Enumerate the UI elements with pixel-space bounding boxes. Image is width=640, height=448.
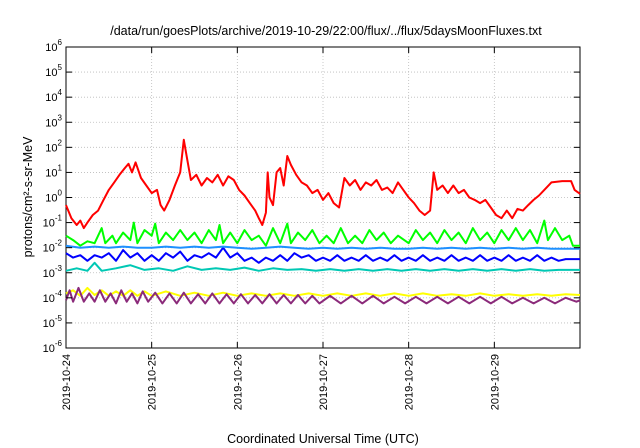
y-tick-label: 10-3 — [43, 264, 63, 280]
series-line — [65, 246, 580, 264]
series-line — [65, 286, 581, 305]
series-line — [65, 286, 581, 297]
y-axis-label: protons/cm²-s-sr-MeV — [21, 136, 35, 258]
y-tick-label: 102 — [45, 138, 62, 154]
y-tick-label: 10-1 — [43, 214, 63, 230]
y-tick-label: 10-5 — [43, 314, 63, 330]
y-tick-label: 10-2 — [43, 239, 63, 255]
x-axis-label: Coordinated Universal Time (UTC) — [227, 432, 419, 446]
y-tick-label: 105 — [45, 63, 62, 79]
y-tick-label: 103 — [45, 113, 62, 129]
x-tick-label: 2019-10-29 — [489, 354, 501, 410]
y-tick-label: 101 — [45, 163, 62, 179]
x-tick-label: 2019-10-24 — [61, 354, 73, 410]
series-line — [65, 244, 580, 250]
x-axis-ticks: 2019-10-24 2019-10-25 2019-10-26 2019-10-27… — [61, 47, 501, 410]
x-tick-label: 2019-10-26 — [232, 354, 244, 410]
chart-title: /data/run/goesPlots/archive/2019-10-29/2… — [110, 24, 542, 38]
x-tick-label: 2019-10-27 — [318, 354, 330, 410]
grid-lines — [66, 47, 580, 348]
x-tick-label: 2019-10-28 — [404, 354, 416, 410]
y-tick-label: 104 — [45, 88, 62, 104]
series-line — [65, 219, 580, 247]
y-axis-ticks: 106 105 104 103 102 101 100 10-1 10-2 10-3 10-4 10-… — [43, 38, 580, 355]
x-tick-label: 2019-10-25 — [147, 354, 159, 410]
series-line — [65, 261, 580, 272]
y-tick-label: 10-6 — [43, 339, 63, 355]
y-tick-label: 106 — [45, 38, 62, 54]
y-tick-label: 100 — [45, 189, 62, 205]
series-lines — [65, 138, 581, 305]
y-tick-label: 10-4 — [43, 289, 63, 305]
series-line — [65, 138, 581, 230]
